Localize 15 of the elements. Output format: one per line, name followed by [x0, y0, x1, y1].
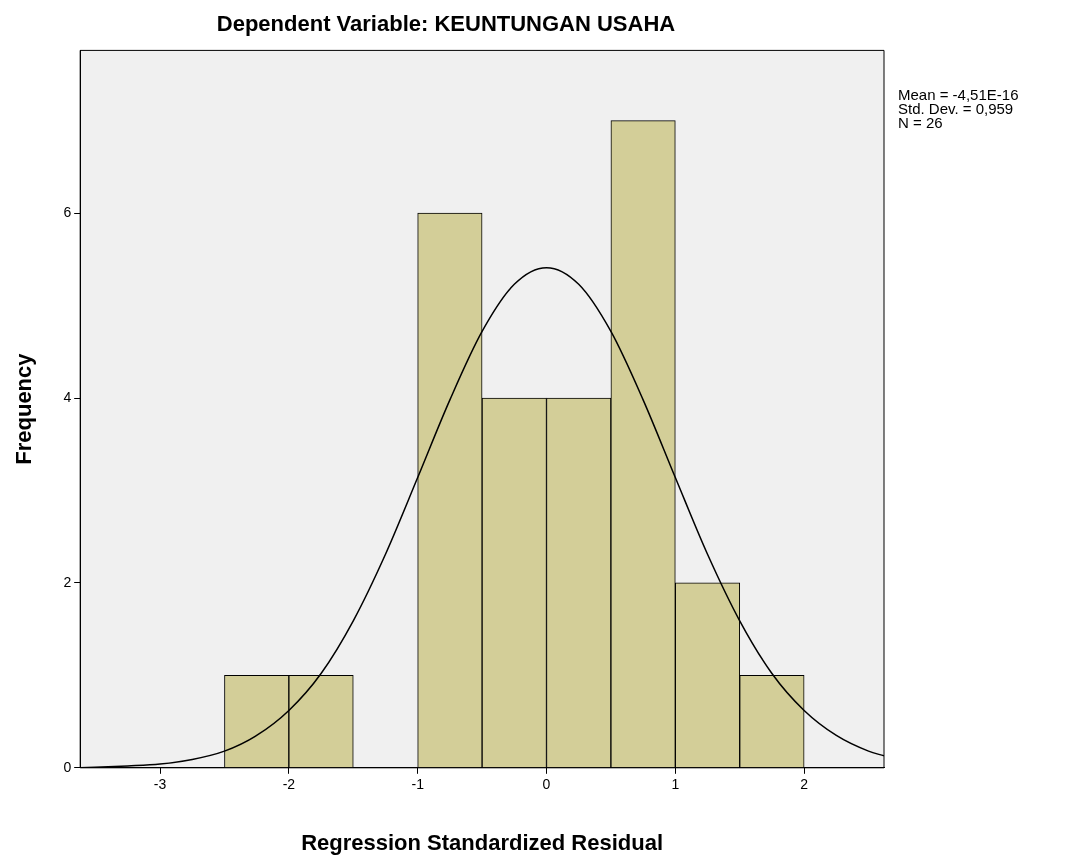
y-tick-label: 2 [63, 573, 72, 590]
x-tick-label: -3 [153, 776, 167, 793]
x-tick-label: 0 [542, 776, 551, 793]
chart-title: Dependent Variable: KEUNTUNGAN USAHA [216, 11, 676, 37]
x-tick-label: 1 [671, 776, 680, 793]
y-tick-label: 0 [63, 758, 72, 775]
x-axis-title: Regression Standardized Residual [301, 829, 664, 855]
text: Mean = -4,51E-16 [898, 86, 1019, 104]
x-tick-label: -2 [282, 776, 296, 793]
y-axis-title: Frequency [11, 352, 37, 465]
text: N = 26 [898, 114, 943, 132]
y-tick-label: 6 [63, 203, 72, 220]
x-tick-label: 2 [800, 776, 809, 793]
y-tick-label: 4 [63, 388, 72, 405]
x-tick-label: -1 [411, 776, 425, 793]
